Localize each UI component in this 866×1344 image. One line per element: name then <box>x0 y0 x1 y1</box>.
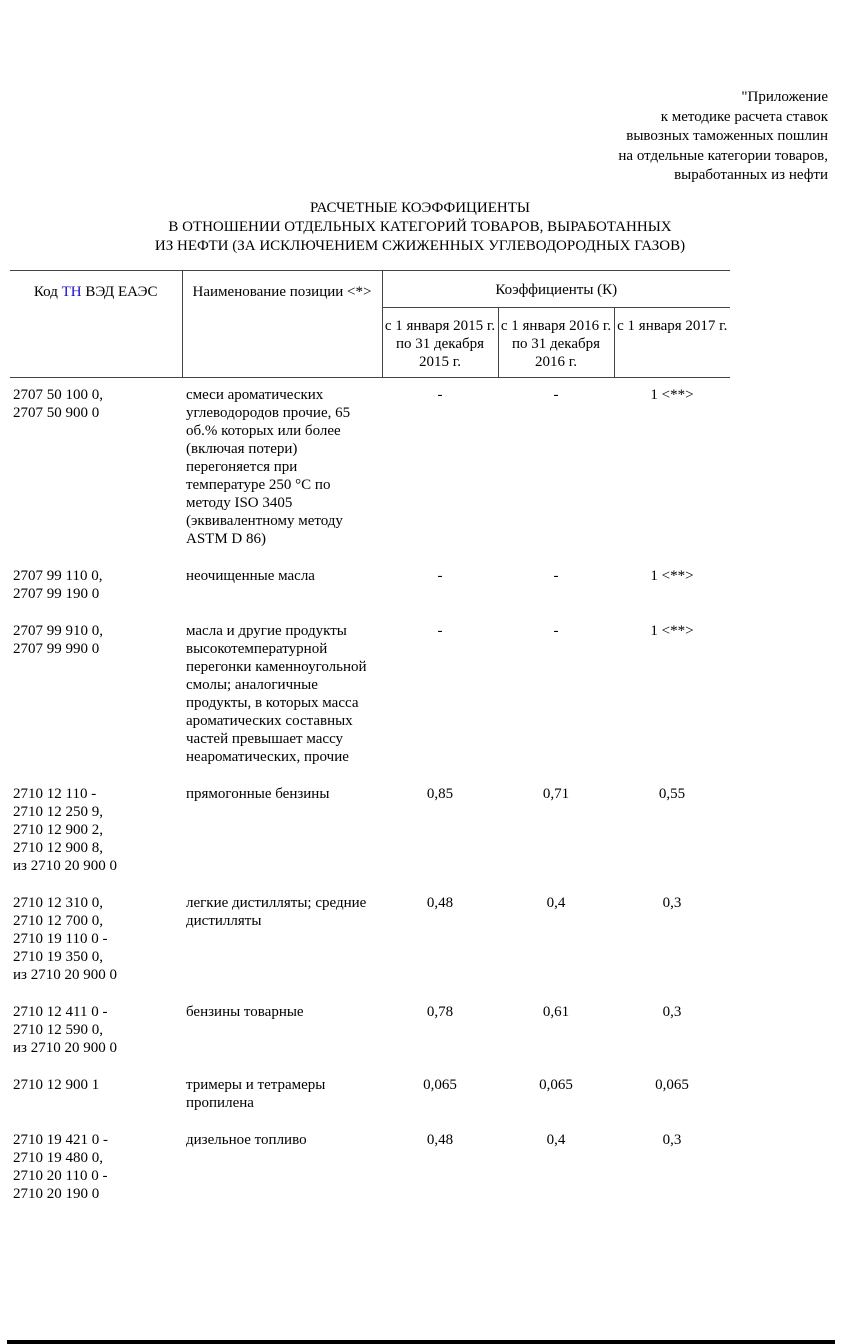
cell-name: неочищенные масла <box>186 568 315 584</box>
text-line: В ОТНОШЕНИИ ОТДЕЛЬНЫХ КАТЕГОРИЙ ТОВАРОВ,… <box>168 219 672 235</box>
cell-coefficient: 0,71 <box>542 786 570 802</box>
cell-coefficient: 0,55 <box>658 786 686 802</box>
text-line: 2710 20 110 0 - <box>13 1168 108 1184</box>
cell-coefficient: 1 <**> <box>650 568 694 584</box>
table-row: 2707 99 910 0, 2707 99 990 0 масла и други… <box>10 614 730 777</box>
tn-link[interactable]: ТН <box>61 284 82 300</box>
text-line: 2707 99 190 0 <box>13 586 100 602</box>
text-line: "Приложение <box>741 89 828 105</box>
cell-coefficient: - <box>437 568 443 584</box>
text-line: 2707 99 110 0, <box>13 568 103 584</box>
cell-name: бензины товарные <box>186 1004 304 1020</box>
cell-coefficient: 0,3 <box>662 1132 682 1148</box>
cell-code: 2710 12 411 0 - 2710 12 590 0, из 2710 20 … <box>10 995 182 1068</box>
text-line: 2710 12 110 - <box>13 786 97 802</box>
table-row: 2707 50 100 0, 2707 50 900 0 смеси аромати… <box>10 378 730 560</box>
cell-coefficient: 0,48 <box>426 895 454 911</box>
text-line: 2710 12 900 2, <box>13 822 103 838</box>
text-line: 2710 12 900 1 <box>13 1077 100 1093</box>
cell-coefficient: - <box>553 623 559 639</box>
document-title: РАСЧЕТНЫЕ КОЭФФИЦИЕНТЫ В ОТНОШЕНИИ ОТДЕЛЬ… <box>10 199 830 256</box>
text-line: 2707 99 990 0 <box>13 641 100 657</box>
text-line: 2710 19 110 0 - <box>13 931 108 947</box>
text-line: 2710 12 590 0, <box>13 1022 103 1038</box>
cell-coefficient: 0,61 <box>542 1004 570 1020</box>
text-line: 2710 12 700 0, <box>13 913 103 929</box>
text-line: ИЗ НЕФТИ (ЗА ИСКЛЮЧЕНИЕМ СЖИЖЕННЫХ УГЛЕВ… <box>154 238 686 254</box>
text-line: 2710 12 310 0, <box>13 895 103 911</box>
cell-coefficient: 0,48 <box>426 1132 454 1148</box>
text-line: 2707 99 910 0, <box>13 623 103 639</box>
text-line: 2707 50 100 0, <box>13 387 103 403</box>
appendix-note: "Приложение к методике расчета ставок выво… <box>618 88 828 186</box>
text-line: к методике расчета ставок <box>660 108 828 125</box>
table-row: 2710 12 110 - 2710 12 250 9, 2710 12 900 2… <box>10 777 730 886</box>
text-line: на отдельные категории товаров, <box>618 147 828 164</box>
cell-code: 2707 99 910 0, 2707 99 990 0 <box>10 614 182 777</box>
cell-name: дизельное топливо <box>186 1132 307 1148</box>
cell-code: 2707 50 100 0, 2707 50 900 0 <box>10 378 182 560</box>
cell-coefficient: - <box>437 387 443 403</box>
header-period-2017: с 1 января 2017 г. <box>613 307 731 378</box>
text-line: из 2710 20 900 0 <box>13 967 117 983</box>
coefficients-table: Код ТН ВЭД ЕАЭС Наименование позиции <*>… <box>10 270 731 1214</box>
cell-coefficient: 0,78 <box>426 1004 454 1020</box>
cell-name: масла и другие продукты высокотемператур… <box>186 623 367 765</box>
cell-coefficient: - <box>437 623 443 639</box>
cell-coefficient: 0,4 <box>546 1132 566 1148</box>
text-line: 2710 12 411 0 - <box>13 1004 108 1020</box>
cell-coefficient: - <box>553 568 559 584</box>
text-line: из 2710 20 900 0 <box>13 858 117 874</box>
header-period-2015: с 1 января 2015 г. по 31 декабря 2015 г. <box>381 307 498 378</box>
cell-coefficient: 0,85 <box>426 786 454 802</box>
cell-code: 2710 12 900 1 <box>10 1068 182 1123</box>
cell-code: 2707 99 110 0, 2707 99 190 0 <box>10 559 182 614</box>
cell-name: легкие дистилляты; средние дистилляты <box>186 895 367 929</box>
text-line: 2710 19 350 0, <box>13 949 103 965</box>
text-line: 2710 19 480 0, <box>13 1150 103 1166</box>
text-line: 2710 19 421 0 - <box>13 1132 108 1148</box>
cell-coefficient: 0,3 <box>662 1004 682 1020</box>
cell-code: 2710 19 421 0 - 2710 19 480 0, 2710 20 110… <box>10 1123 182 1214</box>
cell-coefficient: 0,065 <box>539 1077 573 1093</box>
table-row: 2710 12 900 1 тримеры и тетрамеры пропиле… <box>10 1068 730 1123</box>
table-row: 2710 12 310 0, 2710 12 700 0, 2710 19 110 … <box>10 886 730 995</box>
cell-coefficient: 0,3 <box>662 895 682 911</box>
cell-coefficient: 0,4 <box>546 895 566 911</box>
cell-code: 2710 12 310 0, 2710 12 700 0, 2710 19 110 … <box>10 886 182 995</box>
table-row: 2707 99 110 0, 2707 99 190 0 неочищенные м… <box>10 559 730 614</box>
text-line: выработанных из нефти <box>674 167 828 183</box>
cell-name: прямогонные бензины <box>186 786 330 802</box>
header-code: Код ТН ВЭД ЕАЭС <box>10 270 182 378</box>
text-line: 2710 12 250 9, <box>13 804 103 820</box>
cell-coefficient: 0,065 <box>423 1077 457 1093</box>
table-row: 2710 12 411 0 - 2710 12 590 0, из 2710 20 … <box>10 995 730 1068</box>
text-line: 2710 12 900 8, <box>13 840 103 856</box>
cell-coefficient: - <box>553 387 559 403</box>
text-line: вывозных таможенных пошлин <box>626 128 828 144</box>
text-line: 2707 50 900 0 <box>13 405 100 421</box>
text-line: 2710 20 190 0 <box>13 1186 100 1202</box>
cell-name: смеси ароматических углеводородов прочие… <box>186 387 351 547</box>
header-coefficients: Коэффициенты (К) <box>381 270 731 308</box>
header-period-2016: с 1 января 2016 г. по 31 декабря 2016 г. <box>497 307 614 378</box>
cell-coefficient: 1 <**> <box>650 387 694 403</box>
cell-coefficient: 0,065 <box>655 1077 689 1093</box>
cell-code: 2710 12 110 - 2710 12 250 9, 2710 12 900 2… <box>10 777 182 886</box>
cell-name: тримеры и тетрамеры пропилена <box>186 1077 326 1111</box>
text-line: из 2710 20 900 0 <box>13 1040 117 1056</box>
text-line: РАСЧЕТНЫЕ КОЭФФИЦИЕНТЫ <box>310 200 530 216</box>
cell-coefficient: 1 <**> <box>650 623 694 639</box>
table-row: 2710 19 421 0 - 2710 19 480 0, 2710 20 110… <box>10 1123 730 1214</box>
header-name: Наименование позиции <*> <box>181 270 382 378</box>
page-bottom-rule <box>7 1340 835 1344</box>
